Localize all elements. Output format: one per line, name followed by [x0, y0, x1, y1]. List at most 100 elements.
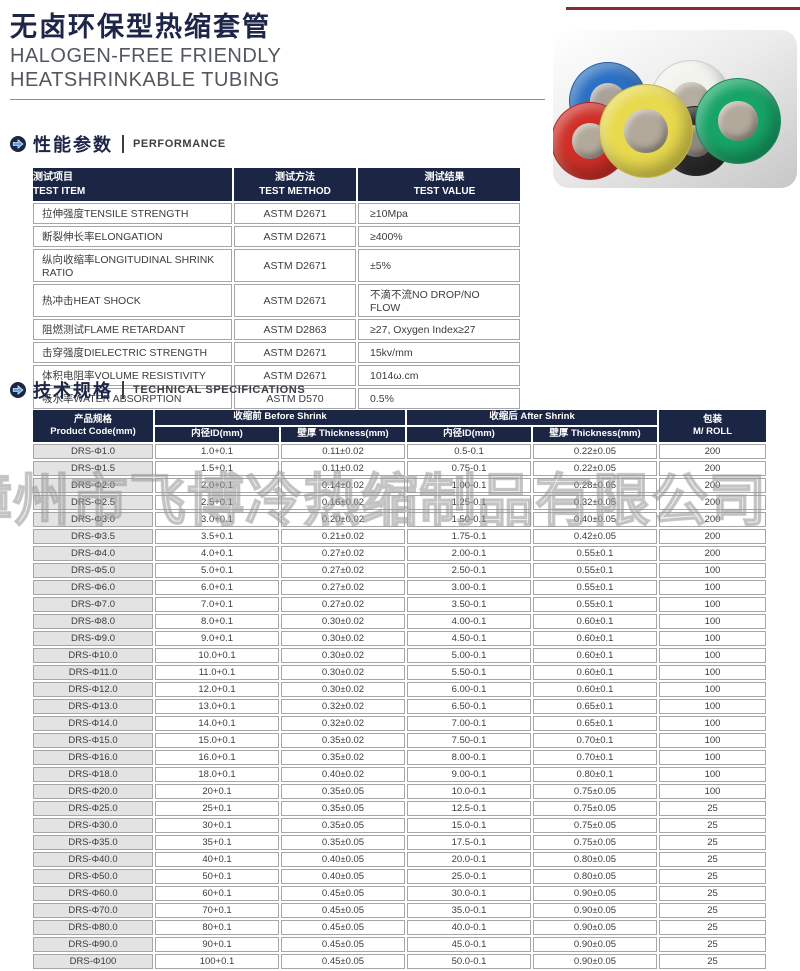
table-row: DRS-Φ12.0 12.0+0.1 0.30±0.02 6.00-0.1 0.… [33, 682, 766, 697]
cell-product-code: DRS-Φ40.0 [33, 852, 153, 867]
cell-packing: 25 [659, 869, 766, 884]
cell-product-code: DRS-Φ9.0 [33, 631, 153, 646]
table-row: DRS-Φ30.0 30+0.1 0.35±0.05 15.0-0.1 0.75… [33, 818, 766, 833]
cell-product-code: DRS-Φ15.0 [33, 733, 153, 748]
table-row: DRS-Φ60.0 60+0.1 0.45±0.05 30.0-0.1 0.90… [33, 886, 766, 901]
cell-packing: 200 [659, 444, 766, 459]
cell-thickness-before: 0.14±0.02 [281, 478, 405, 493]
cell-product-code: DRS-Φ13.0 [33, 699, 153, 714]
column-header-packing: 包装 M/ ROLL [659, 410, 766, 442]
section-bullet-arrow-icon [10, 136, 26, 152]
header-divider [10, 98, 545, 100]
cell-id-after: 2.00-0.1 [407, 546, 531, 561]
table-row: DRS-Φ25.0 25+0.1 0.35±0.05 12.5-0.1 0.75… [33, 801, 766, 816]
cell-packing: 100 [659, 784, 766, 799]
cell-id-after: 40.0-0.1 [407, 920, 531, 935]
table-row: DRS-Φ20.0 20+0.1 0.35±0.05 10.0-0.1 0.75… [33, 784, 766, 799]
cell-product-code: DRS-Φ2.5 [33, 495, 153, 510]
cell-id-after: 20.0-0.1 [407, 852, 531, 867]
cell-packing: 200 [659, 546, 766, 561]
table-row: DRS-Φ7.0 7.0+0.1 0.27±0.02 3.50-0.1 0.55… [33, 597, 766, 612]
cell-thickness-after: 0.90±0.05 [533, 920, 657, 935]
table-row: DRS-Φ15.0 15.0+0.1 0.35±0.02 7.50-0.1 0.… [33, 733, 766, 748]
cell-thickness-after: 0.65±0.1 [533, 716, 657, 731]
cell-thickness-before: 0.35±0.05 [281, 818, 405, 833]
cell-thickness-after: 0.90±0.05 [533, 886, 657, 901]
table-row: DRS-Φ2.5 2.5+0.1 0.16±0.02 1.25-0.1 0.32… [33, 495, 766, 510]
cell-test-value: 1014ω.cm [358, 365, 520, 386]
cell-product-code: DRS-Φ80.0 [33, 920, 153, 935]
cell-id-before: 50+0.1 [155, 869, 279, 884]
cell-packing: 25 [659, 886, 766, 901]
cell-packing: 100 [659, 631, 766, 646]
cell-packing: 200 [659, 512, 766, 527]
cell-test-item: 阻燃测试FLAME RETARDANT [33, 319, 232, 340]
cell-product-code: DRS-Φ3.0 [33, 512, 153, 527]
cell-packing: 100 [659, 665, 766, 680]
cell-thickness-after: 0.80±0.05 [533, 852, 657, 867]
cell-thickness-after: 0.55±0.1 [533, 546, 657, 561]
cell-id-before: 16.0+0.1 [155, 750, 279, 765]
cell-product-code: DRS-Φ90.0 [33, 937, 153, 952]
cell-id-before: 2.5+0.1 [155, 495, 279, 510]
cell-packing: 200 [659, 478, 766, 493]
cell-test-item: 热冲击HEAT SHOCK [33, 284, 232, 317]
cell-product-code: DRS-Φ100 [33, 954, 153, 969]
cell-thickness-before: 0.11±0.02 [281, 444, 405, 459]
cell-test-method: ASTM D2671 [234, 342, 356, 363]
table-row: DRS-Φ100 100+0.1 0.45±0.05 50.0-0.1 0.90… [33, 954, 766, 969]
cell-thickness-after: 0.80±0.1 [533, 767, 657, 782]
cell-test-value: 15kv/mm [358, 342, 520, 363]
cell-thickness-before: 0.30±0.02 [281, 682, 405, 697]
table-row: DRS-Φ13.0 13.0+0.1 0.32±0.02 6.50-0.1 0.… [33, 699, 766, 714]
cell-thickness-after: 0.40±0.05 [533, 512, 657, 527]
cell-product-code: DRS-Φ14.0 [33, 716, 153, 731]
cell-id-before: 25+0.1 [155, 801, 279, 816]
cell-thickness-before: 0.45±0.05 [281, 903, 405, 918]
cell-product-code: DRS-Φ50.0 [33, 869, 153, 884]
cell-id-before: 100+0.1 [155, 954, 279, 969]
column-group-before-shrink: 收缩前 Before Shrink [155, 410, 405, 425]
cell-packing: 100 [659, 580, 766, 595]
column-header-id-after: 内径ID(mm) [407, 427, 531, 442]
performance-table: 测试项目 TEST ITEM 测试方法 TEST METHOD 测试结果 TES… [31, 166, 522, 411]
table-row: DRS-Φ5.0 5.0+0.1 0.27±0.02 2.50-0.1 0.55… [33, 563, 766, 578]
cell-product-code: DRS-Φ8.0 [33, 614, 153, 629]
cell-packing: 100 [659, 699, 766, 714]
cell-product-code: DRS-Φ70.0 [33, 903, 153, 918]
cell-thickness-after: 0.70±0.1 [533, 733, 657, 748]
table-row: DRS-Φ70.0 70+0.1 0.45±0.05 35.0-0.1 0.90… [33, 903, 766, 918]
cell-id-before: 7.0+0.1 [155, 597, 279, 612]
cell-packing: 100 [659, 767, 766, 782]
cell-test-value: ±5% [358, 249, 520, 282]
cell-id-before: 8.0+0.1 [155, 614, 279, 629]
cell-id-before: 5.0+0.1 [155, 563, 279, 578]
cell-id-before: 3.0+0.1 [155, 512, 279, 527]
table-row: 吸水率WATER ABSORPTION ASTM D570 0.5% [33, 388, 520, 409]
cell-test-value: ≥10Mpa [358, 203, 520, 224]
table-row: DRS-Φ6.0 6.0+0.1 0.27±0.02 3.00-0.1 0.55… [33, 580, 766, 595]
cell-id-after: 7.00-0.1 [407, 716, 531, 731]
cell-test-method: ASTM D2863 [234, 319, 356, 340]
cell-id-before: 13.0+0.1 [155, 699, 279, 714]
cell-packing: 100 [659, 750, 766, 765]
table-row: DRS-Φ35.0 35+0.1 0.35±0.05 17.5-0.1 0.75… [33, 835, 766, 850]
cell-thickness-before: 0.35±0.02 [281, 733, 405, 748]
cell-id-after: 0.5-0.1 [407, 444, 531, 459]
table-row: DRS-Φ18.0 18.0+0.1 0.40±0.02 9.00-0.1 0.… [33, 767, 766, 782]
tubing-roll-green [695, 78, 781, 164]
cell-product-code: DRS-Φ2.0 [33, 478, 153, 493]
cell-test-item: 断裂伸长率ELONGATION [33, 226, 232, 247]
table-row: 断裂伸长率ELONGATION ASTM D2671 ≥400% [33, 226, 520, 247]
performance-table-header: 测试项目 TEST ITEM 测试方法 TEST METHOD 测试结果 TES… [33, 168, 520, 201]
column-header-id-before: 内径ID(mm) [155, 427, 279, 442]
roll-core [718, 101, 758, 141]
cell-packing: 100 [659, 682, 766, 697]
page-subtitle-line1: HALOGEN-FREE FRIENDLY [10, 45, 282, 68]
table-row: DRS-Φ3.5 3.5+0.1 0.21±0.02 1.75-0.1 0.42… [33, 529, 766, 544]
cell-test-value: 0.5% [358, 388, 520, 409]
section-bullet-arrow-icon [10, 382, 26, 398]
cell-id-after: 5.00-0.1 [407, 648, 531, 663]
cell-id-before: 60+0.1 [155, 886, 279, 901]
